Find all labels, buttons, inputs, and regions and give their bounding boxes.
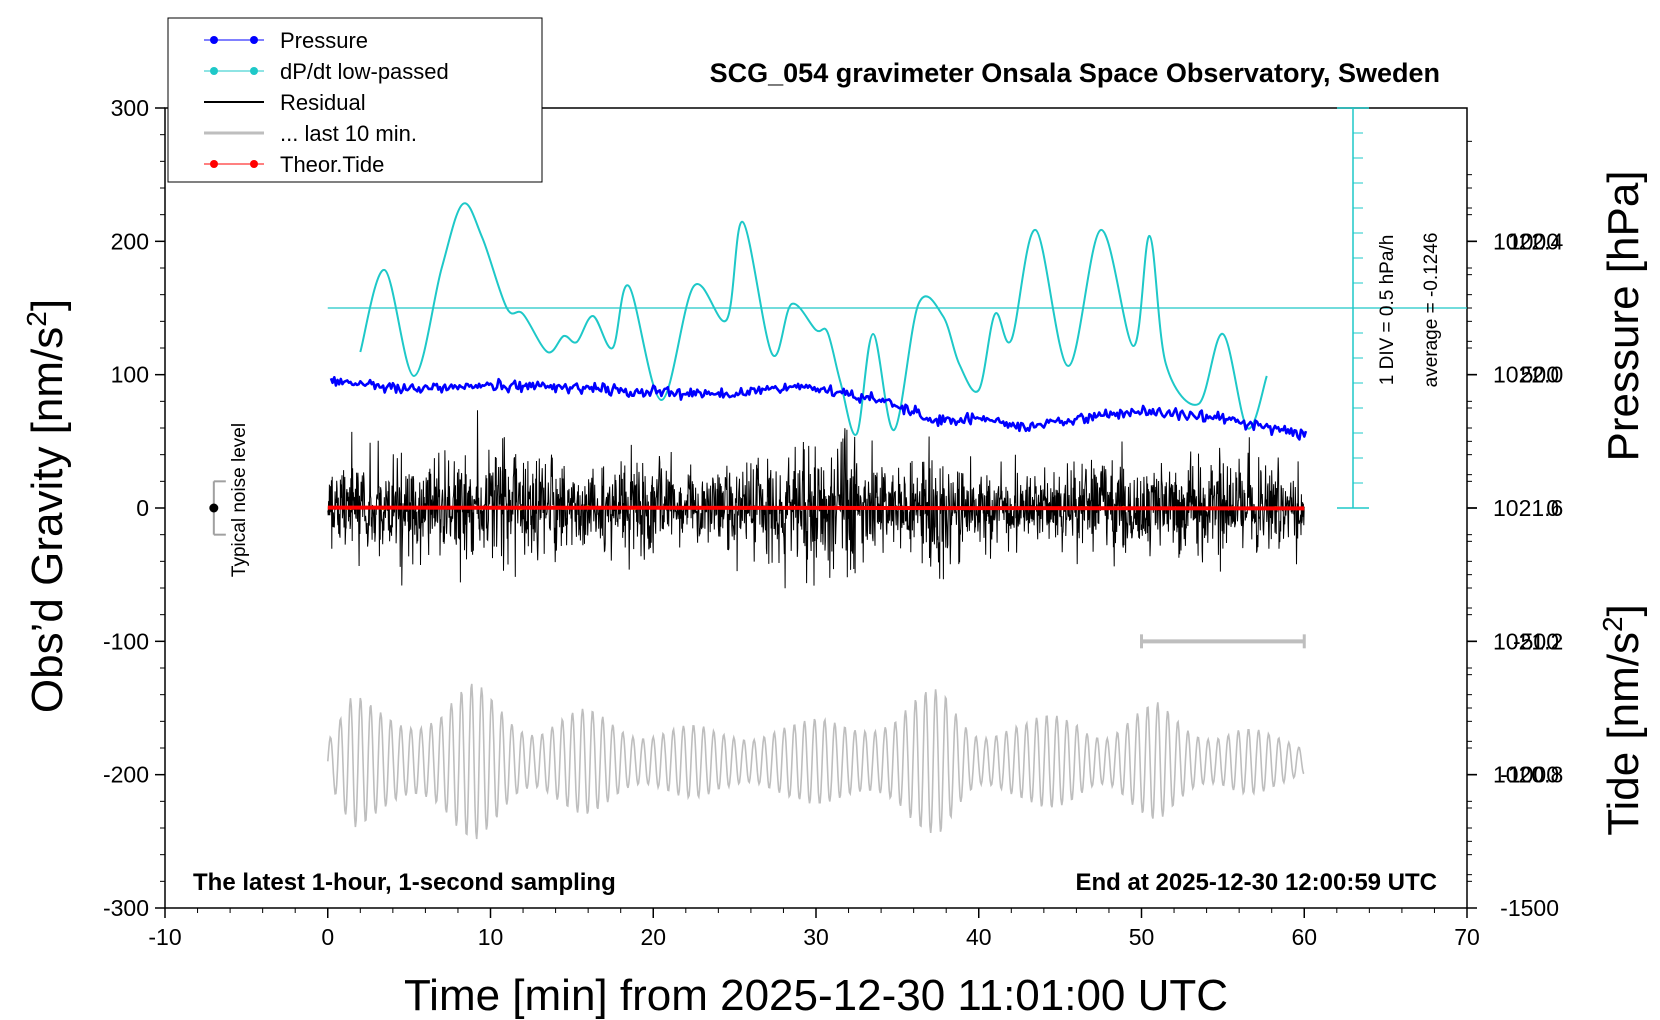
x-tick-label: 30 bbox=[803, 924, 829, 950]
axis-ticks: -10 0 10 20 30 40 50 60 70-300-200-1000100200300… bbox=[103, 95, 1564, 950]
note-right: End at 2025-12-30 12:00:59 UTC bbox=[1076, 869, 1438, 896]
last10-line bbox=[327, 683, 1305, 840]
tide-tick-label: -500 bbox=[1513, 628, 1559, 654]
residual-series bbox=[327, 410, 1305, 589]
pressure-tick-label: 1022.4 bbox=[1493, 228, 1564, 254]
x-tick-label: -10 bbox=[148, 924, 181, 950]
dpdt-panel bbox=[327, 107, 1467, 509]
legend-label: Theor.Tide bbox=[280, 152, 384, 177]
pressure-tick-label: 1021.2 bbox=[1493, 628, 1563, 654]
noise-level-marker bbox=[209, 480, 226, 536]
dpdt-scale-label: 1 DIV = 0.5 hPa/h bbox=[1377, 235, 1398, 386]
theor-tide-series bbox=[327, 505, 1305, 511]
legend: Pressure dP/dt low-passed Residual ... last… bbox=[167, 17, 543, 183]
x-tick-label: 50 bbox=[1129, 924, 1155, 950]
tide-tick-label: 1000 bbox=[1508, 228, 1559, 254]
y-tick-label: -300 bbox=[103, 895, 149, 921]
noise-level-label: Typical noise level bbox=[229, 423, 250, 577]
y-tick-label: 0 bbox=[136, 495, 149, 521]
y-tick-label: -200 bbox=[103, 762, 149, 788]
x-tick-label: 0 bbox=[321, 924, 334, 950]
tide-tick-label: -1000 bbox=[1500, 762, 1559, 788]
y-tick-label: 200 bbox=[111, 228, 149, 254]
tide-tick-label: -1500 bbox=[1500, 895, 1559, 921]
pressure-tick-label: 1022.0 bbox=[1493, 362, 1563, 388]
residual-line bbox=[327, 410, 1305, 589]
x-tick-label: 60 bbox=[1291, 924, 1317, 950]
pressure-line bbox=[329, 376, 1308, 441]
legend-marker bbox=[210, 36, 218, 44]
x-tick-label: 10 bbox=[478, 924, 504, 950]
y-tick-label: 300 bbox=[111, 95, 149, 121]
legend-marker bbox=[250, 36, 258, 44]
tide-line bbox=[327, 505, 1305, 511]
legend-box bbox=[167, 17, 543, 183]
legend-marker bbox=[210, 67, 218, 75]
dpdt-line bbox=[359, 202, 1268, 436]
y-axis-title-tide: Tide [nm/s2] bbox=[1597, 604, 1648, 836]
tide-tick-label: 0 bbox=[1546, 495, 1559, 521]
y-tick-label: 100 bbox=[111, 362, 149, 388]
legend-marker bbox=[250, 160, 258, 168]
x-tick-label: 40 bbox=[966, 924, 992, 950]
y-axis-title-left: Obs’d Gravity [nm/s2] bbox=[21, 299, 72, 713]
legend-label: Residual bbox=[280, 90, 366, 115]
last10-series bbox=[327, 634, 1306, 840]
noise-point bbox=[209, 503, 219, 513]
dpdt-average-label: average = -0.1246 bbox=[1421, 233, 1442, 388]
legend-marker bbox=[250, 67, 258, 75]
pressure-series bbox=[329, 376, 1308, 441]
chart-title: SCG_054 gravimeter Onsala Space Observat… bbox=[710, 58, 1440, 88]
x-axis-title: Time [min] from 2025-12-30 11:01:00 UTC bbox=[404, 971, 1228, 1020]
legend-label: ... last 10 min. bbox=[280, 121, 417, 146]
x-tick-label: 20 bbox=[640, 924, 666, 950]
legend-marker bbox=[210, 160, 218, 168]
y-tick-label: -100 bbox=[103, 628, 149, 654]
legend-label: dP/dt low-passed bbox=[280, 59, 449, 84]
x-tick-label: 70 bbox=[1454, 924, 1480, 950]
tide-tick-label: 500 bbox=[1521, 362, 1559, 388]
pressure-tick-label: 1020.8 bbox=[1493, 762, 1563, 788]
legend-label: Pressure bbox=[280, 28, 368, 53]
pressure-tick-label: 1021.6 bbox=[1493, 495, 1563, 521]
note-left: The latest 1-hour, 1-second sampling bbox=[193, 869, 616, 896]
y-axis-title-pressure: Pressure [hPa] bbox=[1599, 170, 1648, 461]
